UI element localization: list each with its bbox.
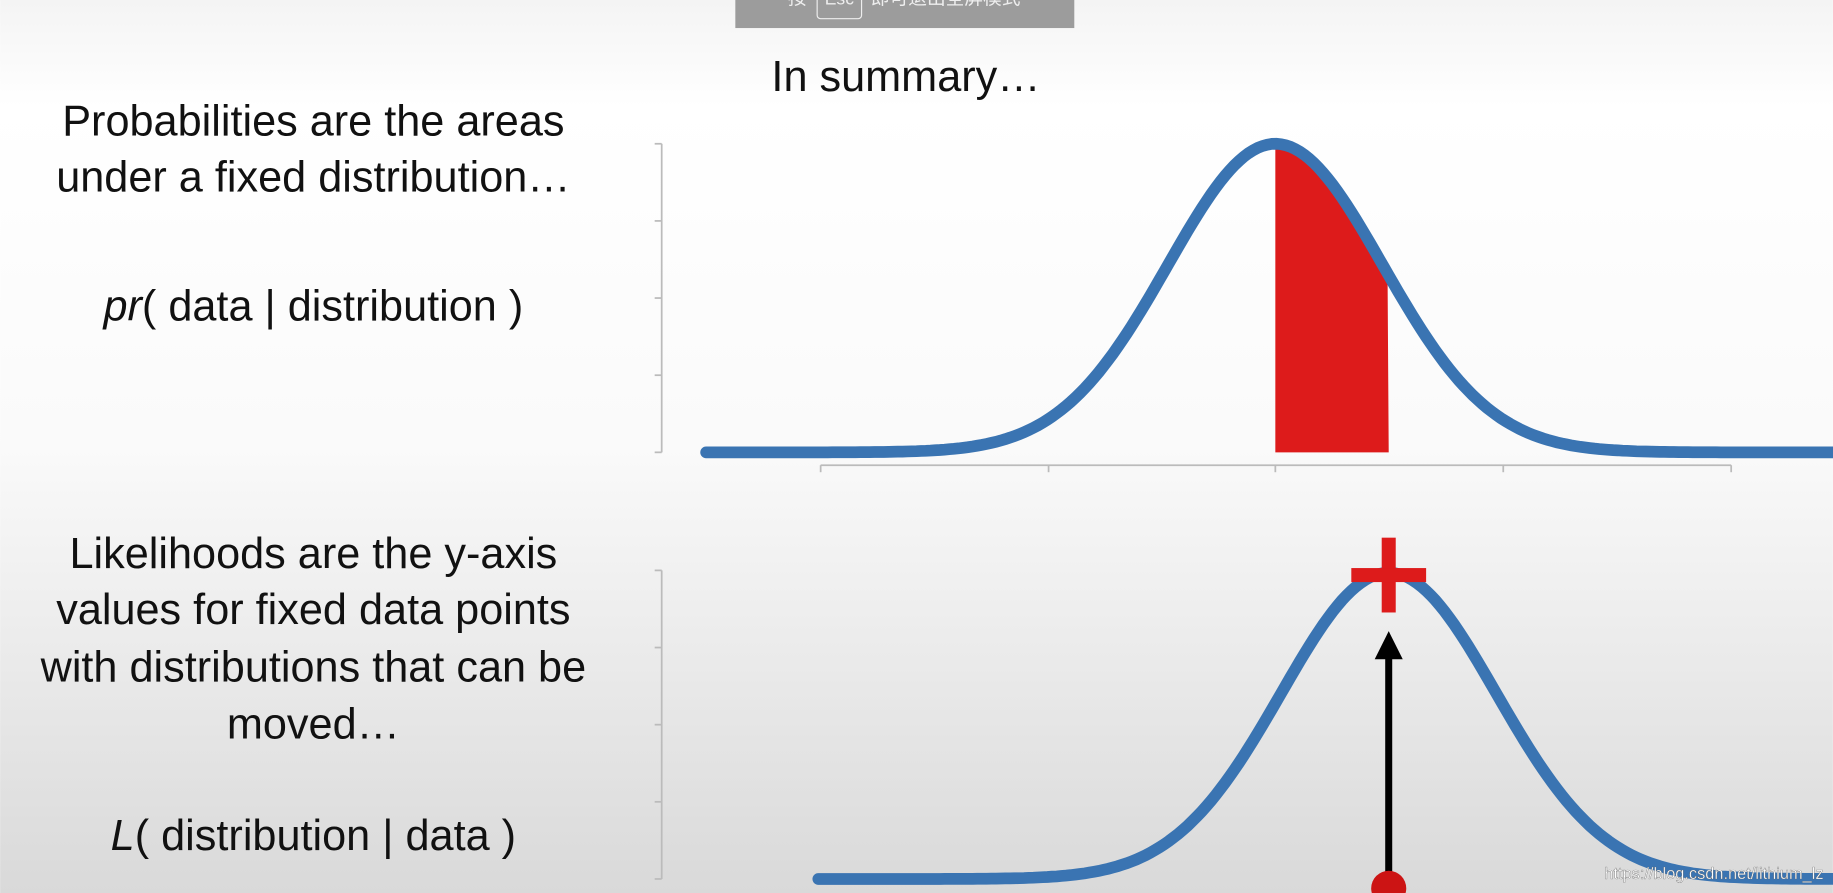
data-point [1371,870,1407,893]
movable-distribution [812,566,1833,885]
watermark: https://blog.csdn.net/lithium_lz [1604,865,1823,883]
likelihood-line: with distributions that can be [40,643,587,691]
cross-horizontal [1351,568,1427,583]
formula-symbol: pr [101,282,143,330]
fixed-distribution [700,137,1833,459]
probability-line: under a fixed distribution… [56,154,570,202]
likelihood-formula: L( distribution | data ) [111,812,516,860]
slide-title: In summary… [771,53,1040,101]
fullscreen-notice [735,0,1075,29]
notice-prefix: 按 [788,0,807,9]
likelihood-line: moved… [227,701,400,749]
probability-formula: pr( data | distribution ) [101,282,523,330]
likelihood-line: Likelihoods are the y-axis [69,530,557,578]
arrow-head [1374,631,1403,660]
probability-area [1275,143,1389,453]
likelihood-line: values for fixed data points [56,586,570,634]
formula-rest: ( distribution | data ) [135,812,516,860]
formula-symbol: L [111,812,135,860]
notice-key: Esc [825,0,854,9]
notice-suffix: 即可退出全屏模式 [871,0,1021,9]
key-box [816,0,863,20]
probability-line: Probabilities are the areas [62,98,564,146]
formula-rest: ( data | distribution ) [142,282,523,330]
axes [654,142,1733,880]
